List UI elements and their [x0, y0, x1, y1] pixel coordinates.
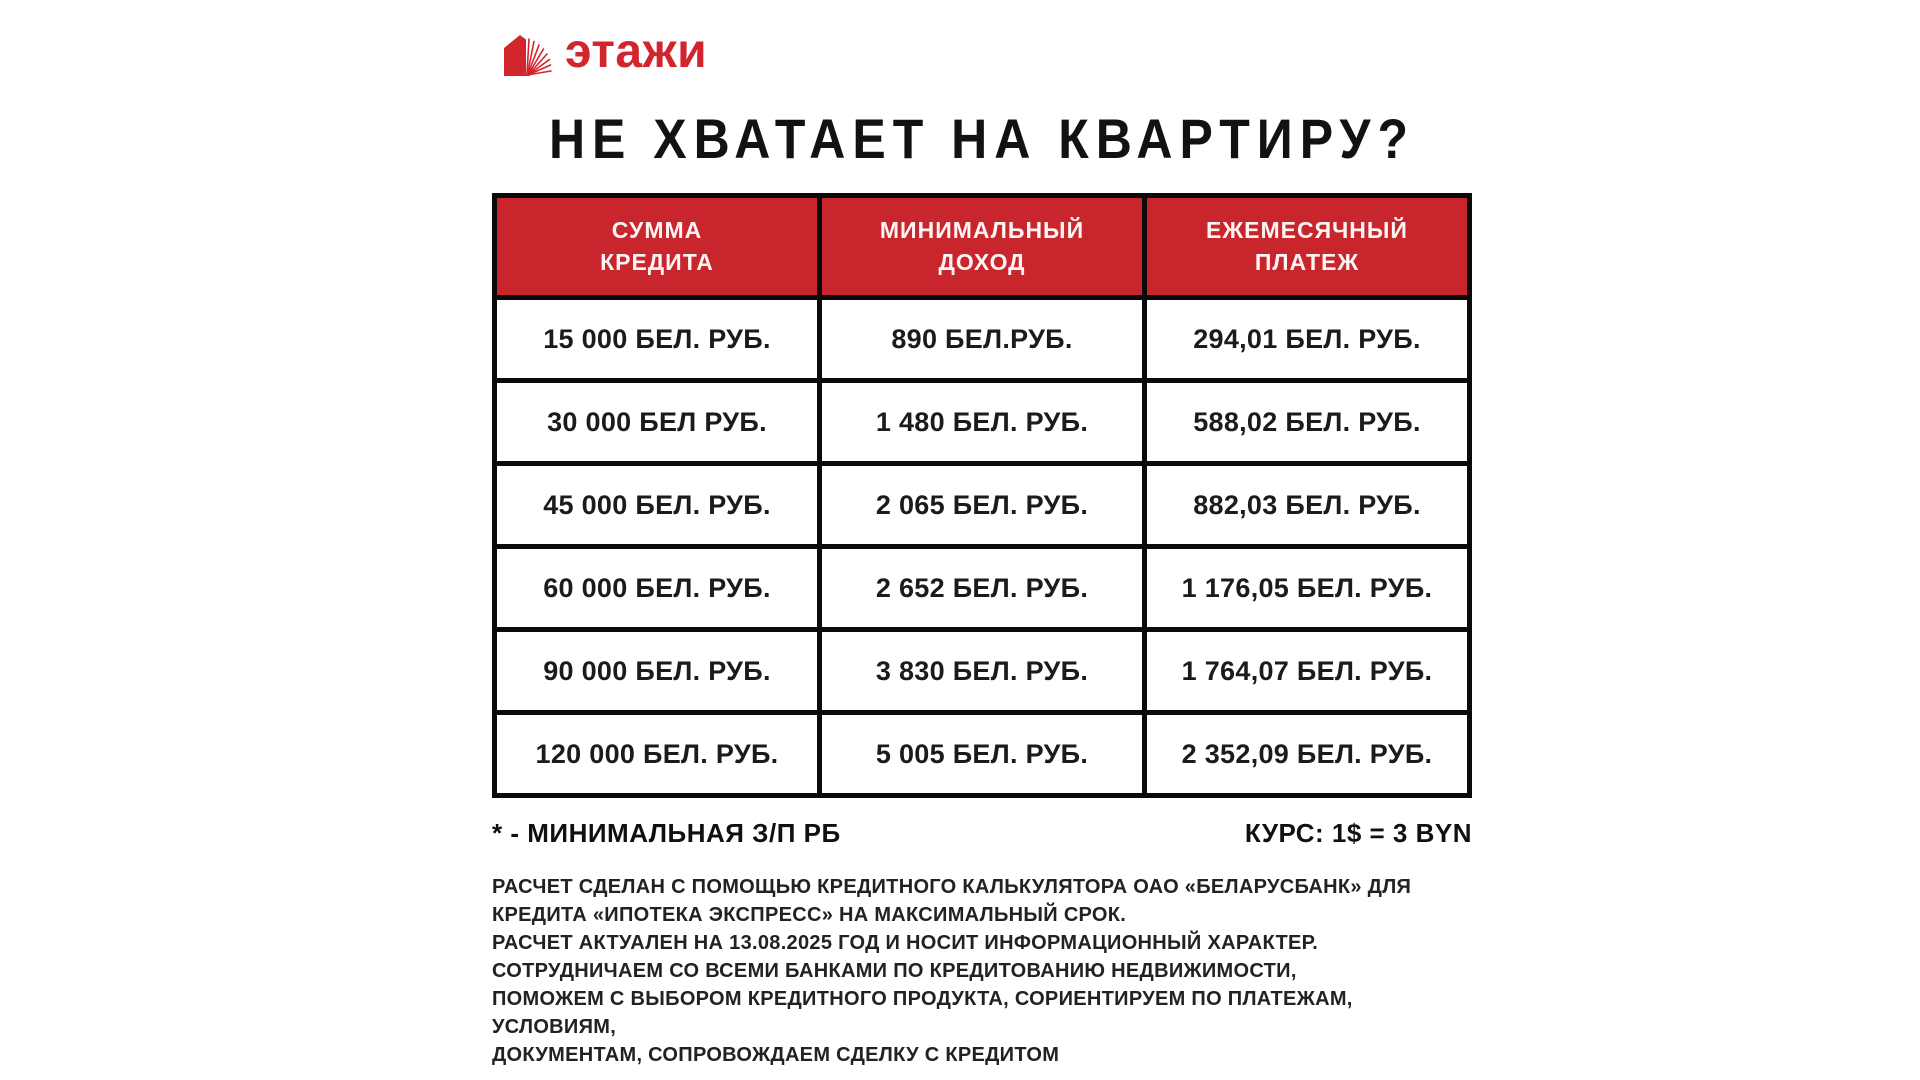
credit-table-head: СУММА КРЕДИТА МИНИМАЛЬНЫЙ ДОХОД ЕЖЕМЕСЯЧНЫ…: [492, 193, 1472, 300]
table-cell: 15 000 БЕЛ. РУБ.: [492, 295, 822, 383]
disclaimer: РАСЧЕТ СДЕЛАН С ПОМОЩЬЮ КРЕДИТНОГО КАЛЬК…: [492, 873, 1472, 1069]
table-cell: 882,03 БЕЛ. РУБ.: [1142, 461, 1472, 549]
disclaimer-line: РАСЧЕТ СДЕЛАН С ПОМОЩЬЮ КРЕДИТНОГО КАЛЬК…: [492, 876, 1412, 898]
table-cell: 45 000 БЕЛ. РУБ.: [492, 461, 822, 549]
brand-logo: этажи: [502, 25, 1472, 80]
table-cell: 120 000 БЕЛ. РУБ.: [492, 710, 822, 798]
content-column: этажи НЕ ХВАТАЕТ НА КВАРТИРУ? СУММА КРЕД…: [492, 0, 1472, 1069]
table-cell: 90 000 БЕЛ. РУБ.: [492, 627, 822, 715]
table-cell: 2 652 БЕЛ. РУБ.: [817, 544, 1147, 632]
table-cell: 2 352,09 БЕЛ. РУБ.: [1142, 710, 1472, 798]
table-row: 120 000 БЕЛ. РУБ. 5 005 БЕЛ. РУБ. 2 352,09…: [492, 710, 1472, 798]
table-cell: 2 065 БЕЛ. РУБ.: [817, 461, 1147, 549]
table-cell: 1 176,05 БЕЛ. РУБ.: [1142, 544, 1472, 632]
etazhi-house-icon: [504, 35, 552, 76]
credit-table-header-row: СУММА КРЕДИТА МИНИМАЛЬНЫЙ ДОХОД ЕЖЕМЕСЯЧНЫ…: [492, 193, 1472, 300]
disclaimer-line: ПОМОЖЕМ С ВЫБОРОМ КРЕДИТНОГО ПРОДУКТА, С…: [492, 988, 1353, 1010]
disclaimer-line: УСЛОВИЯМ,: [492, 1016, 617, 1038]
table-row: 90 000 БЕЛ. РУБ. 3 830 БЕЛ. РУБ. 1 764,07 …: [492, 627, 1472, 715]
exchange-rate: КУРС: 1$ = 3 BYN: [1244, 818, 1472, 848]
table-cell: 1 764,07 БЕЛ. РУБ.: [1142, 627, 1472, 715]
table-cell: 5 005 БЕЛ. РУБ.: [817, 710, 1147, 798]
disclaimer-line: РАСЧЕТ АКТУАЛЕН НА 13.08.2025 ГОД И НОСИ…: [492, 932, 1319, 954]
table-row: 60 000 БЕЛ. РУБ. 2 652 БЕЛ. РУБ. 1 176,05 …: [492, 544, 1472, 632]
brand-name: этажи: [565, 25, 708, 78]
table-cell: 588,02 БЕЛ. РУБ.: [1142, 378, 1472, 466]
table-cell: 1 480 БЕЛ. РУБ.: [817, 378, 1147, 466]
page-title: НЕ ХВАТАЕТ НА КВАРТИРУ?: [548, 107, 1416, 171]
column-header: СУММА КРЕДИТА: [492, 193, 822, 300]
disclaimer-line: СОТРУДНИЧАЕМ СО ВСЕМИ БАНКАМИ ПО КРЕДИТО…: [492, 960, 1297, 982]
table-cell: 60 000 БЕЛ. РУБ.: [492, 544, 822, 632]
table-row: 30 000 БЕЛ РУБ. 1 480 БЕЛ. РУБ. 588,02 БЕЛ…: [492, 378, 1472, 466]
table-cell: 30 000 БЕЛ РУБ.: [492, 378, 822, 466]
disclaimer-line: КРЕДИТА «ИПОТЕКА ЭКСПРЕСС» НА МАКСИМАЛЬН…: [492, 904, 1127, 926]
table-cell: 3 830 БЕЛ. РУБ.: [817, 627, 1147, 715]
column-header: МИНИМАЛЬНЫЙ ДОХОД: [817, 193, 1147, 300]
table-row: 15 000 БЕЛ. РУБ. 890 БЕЛ.РУБ. 294,01 БЕЛ. …: [492, 295, 1472, 383]
table-cell: 294,01 БЕЛ. РУБ.: [1142, 295, 1472, 383]
table-row: 45 000 БЕЛ. РУБ. 2 065 БЕЛ. РУБ. 882,03 БЕ…: [492, 461, 1472, 549]
credit-table-body: 15 000 БЕЛ. РУБ. 890 БЕЛ.РУБ. 294,01 БЕЛ. …: [492, 295, 1472, 798]
footnote-row: * - МИНИМАЛЬНАЯ З/П РБ КУРС: 1$ = 3 BYN: [492, 818, 1472, 849]
table-cell: 890 БЕЛ.РУБ.: [817, 295, 1147, 383]
credit-table: СУММА КРЕДИТА МИНИМАЛЬНЫЙ ДОХОД ЕЖЕМЕСЯЧНЫ…: [492, 193, 1472, 798]
column-header: ЕЖЕМЕСЯЧНЫЙ ПЛАТЕЖ: [1142, 193, 1472, 300]
disclaimer-line: ДОКУМЕНТАМ, СОПРОВОЖДАЕМ СДЕЛКУ С КРЕДИТ…: [492, 1044, 1060, 1066]
footnote-min-salary: * - МИНИМАЛЬНАЯ З/П РБ: [492, 818, 841, 848]
